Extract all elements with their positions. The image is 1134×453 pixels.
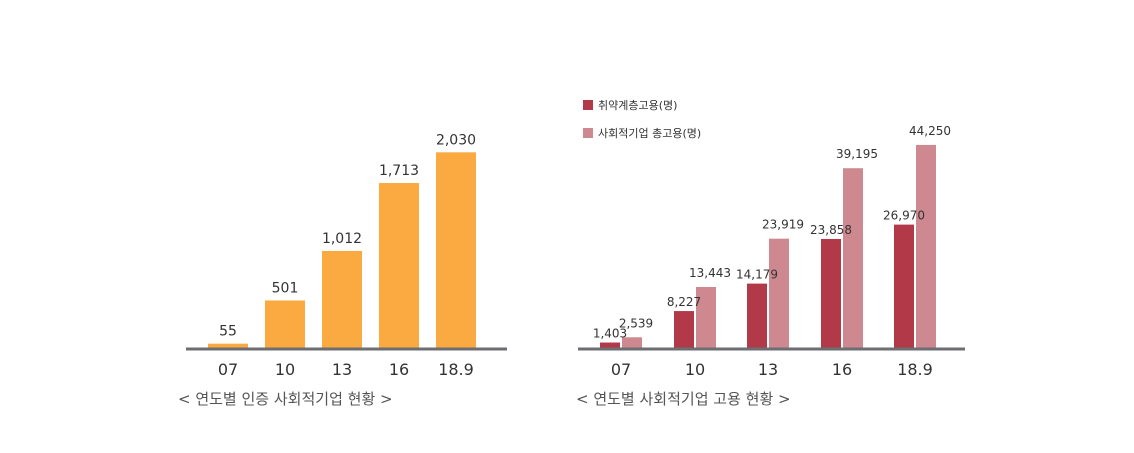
data-label-13: 1,012 [322, 231, 362, 247]
data-label-total-16: 39,195 [836, 147, 878, 161]
bar-total-07 [622, 337, 642, 349]
bar-vulnerable-13 [747, 283, 767, 349]
data-label-total-10: 13,443 [689, 266, 731, 280]
legend-label-total: 사회적기업 총고용(명) [598, 127, 701, 140]
bar-07 [208, 343, 248, 349]
data-label-18.9: 2,030 [436, 132, 476, 148]
legend-swatch-vulnerable [583, 100, 593, 110]
bar-13 [322, 250, 362, 349]
x-tick-label-16: 16 [832, 360, 852, 379]
bar-vulnerable-16 [821, 238, 841, 349]
x-tick-label-16: 16 [389, 360, 409, 379]
x-tick-label-13: 13 [758, 360, 778, 379]
data-label-vulnerable-13: 14,179 [736, 268, 778, 282]
chart2-caption: < 연도별 사회적기업 고용 현황 > [576, 390, 791, 408]
bar-total-18.9 [916, 144, 936, 349]
x-tick-label-18.9: 18.9 [897, 360, 933, 379]
x-tick-label-18.9: 18.9 [438, 360, 474, 379]
bar-16 [379, 183, 419, 349]
x-tick-label-10: 10 [275, 360, 295, 379]
data-label-vulnerable-07: 1,403 [593, 327, 627, 341]
data-label-07: 55 [219, 324, 237, 340]
bar-10 [265, 300, 305, 349]
data-label-vulnerable-18.9: 26,970 [883, 209, 925, 223]
data-label-total-07: 2,539 [619, 316, 653, 330]
x-tick-label-07: 07 [218, 360, 238, 379]
data-label-total-18.9: 44,250 [909, 124, 951, 138]
bar-total-10 [696, 286, 716, 349]
chart1-caption: < 연도별 인증 사회적기업 현황 > [178, 390, 393, 408]
data-label-10: 501 [272, 280, 299, 296]
legend-label-vulnerable: 취약계층고용(명) [598, 98, 677, 112]
data-label-vulnerable-16: 23,858 [810, 223, 852, 237]
data-label-total-13: 23,919 [762, 218, 804, 232]
x-tick-label-13: 13 [332, 360, 352, 379]
legend-swatch-total [583, 128, 593, 138]
x-tick-label-10: 10 [685, 360, 705, 379]
bar-vulnerable-10 [674, 311, 694, 349]
data-label-vulnerable-10: 8,227 [667, 295, 701, 309]
bar-18.9 [436, 152, 476, 349]
bar-vulnerable-07 [600, 342, 620, 349]
x-tick-label-07: 07 [611, 360, 631, 379]
data-label-16: 1,713 [379, 163, 419, 179]
bar-total-13 [769, 238, 789, 349]
bar-vulnerable-18.9 [894, 224, 914, 349]
bar-total-16 [843, 168, 863, 349]
